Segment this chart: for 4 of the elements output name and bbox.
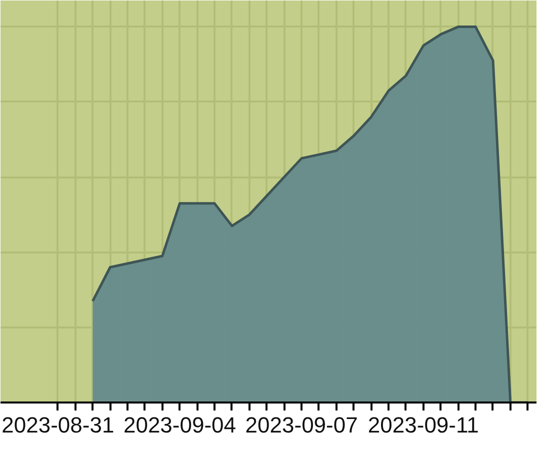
x-tick-label: 2023-09-07 <box>245 412 358 438</box>
x-tick-label: 2023-08-31 <box>2 412 114 438</box>
x-tick-label: 2023-09-04 <box>123 412 236 438</box>
x-tick-label: 2023-09-11 <box>368 412 479 438</box>
